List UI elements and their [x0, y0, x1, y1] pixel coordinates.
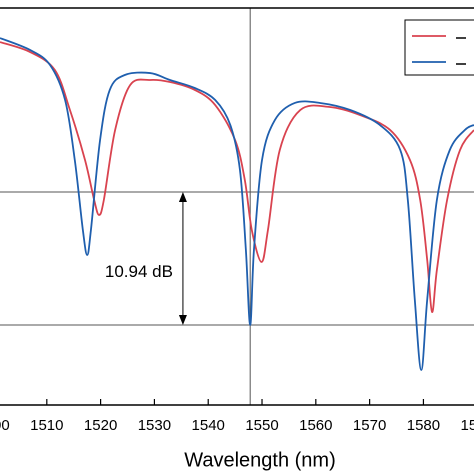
arrow-head [178, 191, 187, 202]
plot-area [0, 8, 474, 405]
x-tick-label: 1540 [192, 417, 225, 434]
x-tick-label: 1500 [0, 417, 10, 434]
x-tick-label: 1570 [353, 417, 386, 434]
x-tick-label: 1530 [138, 417, 171, 434]
x-tick-label: 1560 [299, 417, 332, 434]
series-line [0, 37, 474, 371]
x-tick-label: 1520 [84, 417, 117, 434]
arrow-head [178, 314, 187, 325]
annotation-text: 10.94 dB [105, 262, 173, 281]
x-tick-label: 1510 [30, 417, 63, 434]
x-tick-label: 1580 [407, 417, 440, 434]
legend-box [404, 19, 474, 76]
x-tick-label: 1590 [461, 417, 474, 434]
x-tick-label: 1550 [245, 417, 278, 434]
x-axis-label: Wavelength (nm) [184, 449, 336, 471]
series-line [0, 41, 474, 313]
